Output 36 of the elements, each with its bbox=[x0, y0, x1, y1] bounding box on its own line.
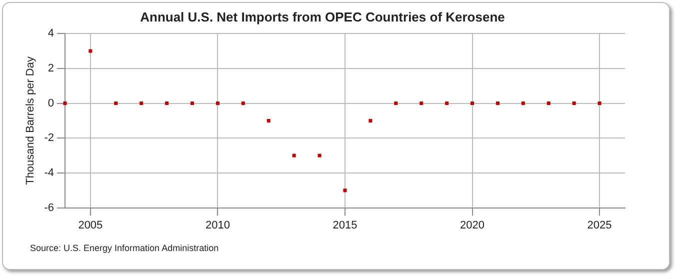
point bbox=[394, 102, 398, 106]
y-tick-label: 0 bbox=[48, 97, 54, 110]
point bbox=[546, 102, 550, 106]
point bbox=[216, 102, 220, 106]
point bbox=[114, 102, 118, 106]
point bbox=[88, 49, 92, 53]
y-tick-label: -6 bbox=[44, 202, 54, 214]
y-tick-label: 2 bbox=[48, 62, 54, 74]
point bbox=[318, 154, 322, 158]
point bbox=[241, 102, 245, 106]
x-tick-label: 2020 bbox=[460, 219, 485, 232]
point bbox=[598, 102, 602, 106]
point bbox=[420, 102, 424, 106]
y-axis-title: Thousand Barrels per Day bbox=[24, 56, 37, 185]
point bbox=[343, 188, 347, 192]
y-tick-label: -2 bbox=[44, 132, 54, 144]
x-tick-label: 2025 bbox=[587, 219, 612, 232]
y-tick-label: -4 bbox=[44, 166, 54, 179]
source-note: Source: U.S. Energy Information Administration bbox=[30, 243, 219, 253]
point bbox=[470, 102, 474, 106]
point bbox=[63, 102, 67, 106]
x-tick-label: 2015 bbox=[332, 219, 358, 232]
point bbox=[368, 118, 372, 122]
point bbox=[266, 118, 270, 122]
point bbox=[292, 154, 296, 158]
point bbox=[521, 102, 525, 106]
x-tick-label: 2005 bbox=[78, 219, 103, 232]
point bbox=[445, 102, 449, 106]
x-tick-label: 2010 bbox=[205, 219, 230, 232]
point bbox=[572, 102, 576, 106]
point bbox=[496, 102, 500, 106]
chart-title: Annual U.S. Net Imports from OPEC Countries of Kerosene bbox=[140, 9, 505, 24]
y-tick-label: 4 bbox=[48, 28, 54, 40]
point bbox=[165, 102, 169, 106]
point bbox=[140, 102, 144, 106]
point bbox=[190, 102, 194, 106]
